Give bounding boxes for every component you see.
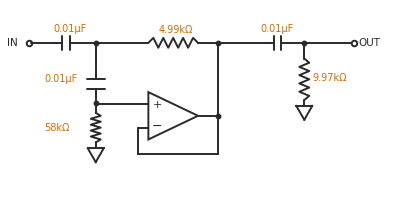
Text: IN: IN xyxy=(7,38,18,48)
Text: 9.97kΩ: 9.97kΩ xyxy=(312,73,347,83)
Text: 0.01μF: 0.01μF xyxy=(44,74,77,84)
Text: 4.99kΩ: 4.99kΩ xyxy=(158,25,193,35)
Text: 0.01μF: 0.01μF xyxy=(261,24,294,34)
Text: OUT: OUT xyxy=(358,38,380,48)
Text: +: + xyxy=(153,100,162,110)
Text: 58kΩ: 58kΩ xyxy=(44,123,69,133)
Text: −: − xyxy=(152,120,162,133)
Text: 0.01μF: 0.01μF xyxy=(53,24,86,34)
